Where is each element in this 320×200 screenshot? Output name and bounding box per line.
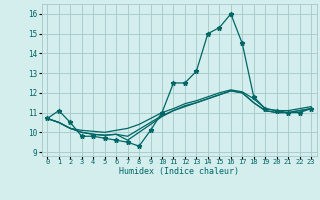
X-axis label: Humidex (Indice chaleur): Humidex (Indice chaleur) <box>119 167 239 176</box>
